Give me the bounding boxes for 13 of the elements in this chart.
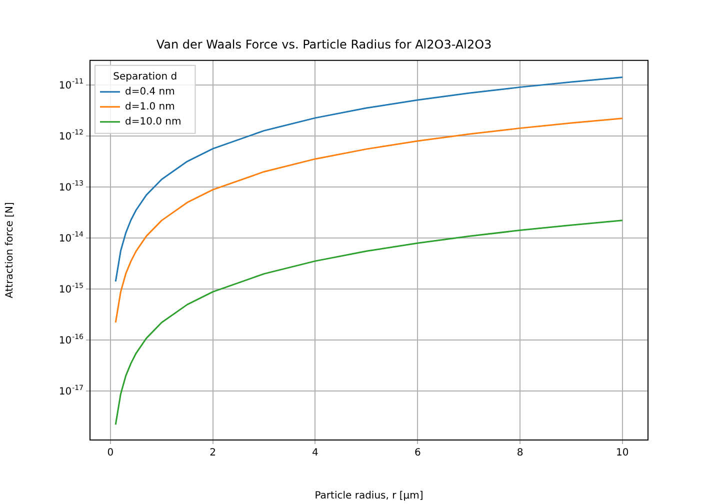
legend-title: Separation d	[113, 71, 178, 82]
y-axis-title: Attraction force [N]	[4, 202, 16, 298]
chart-title: Van der Waals Force vs. Particle Radius for Al2O3-Al2O3	[156, 37, 492, 52]
legend-label: d=10.0 nm	[125, 116, 182, 128]
legend-label: d=0.4 nm	[125, 86, 175, 98]
x-tick-label: 0	[107, 448, 114, 459]
x-axis-title: Particle radius, r [µm]	[314, 490, 424, 502]
x-tick-label: 8	[516, 448, 524, 459]
x-tick-label: 4	[312, 448, 318, 459]
x-tick-label: 6	[414, 448, 421, 459]
x-tick-label: 10	[616, 448, 629, 459]
legend-label: d=1.0 nm	[125, 101, 175, 112]
x-tick-label: 2	[210, 448, 216, 459]
